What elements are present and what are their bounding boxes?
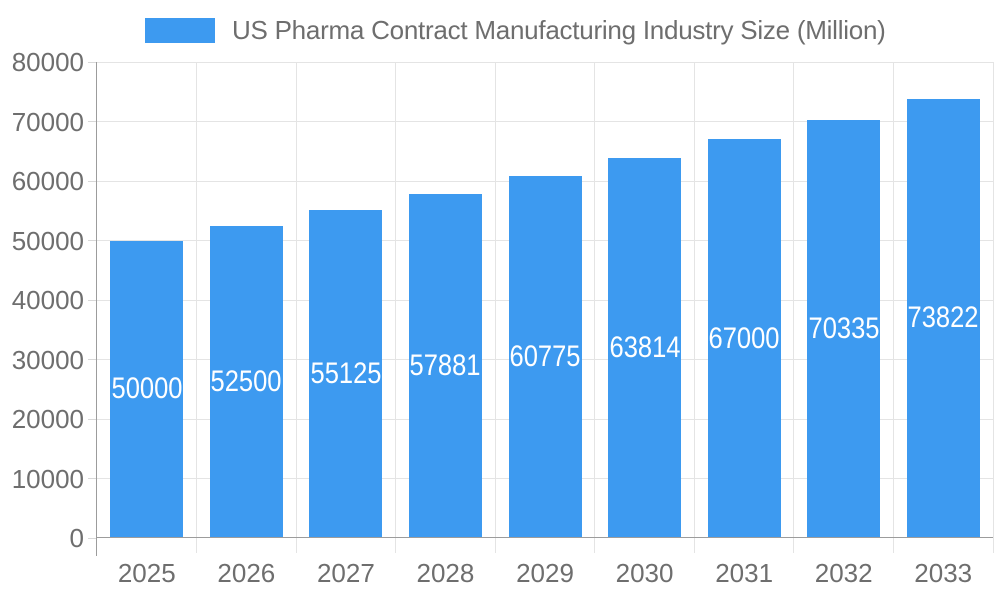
y-axis-tick bbox=[88, 180, 97, 182]
bar-2025[interactable] bbox=[110, 240, 184, 538]
y-axis-tick bbox=[88, 121, 97, 122]
bar-2026[interactable] bbox=[209, 225, 283, 538]
bar-value-label: 57881 bbox=[409, 348, 481, 382]
bar-value-label: 70335 bbox=[808, 311, 880, 345]
y-axis-tick bbox=[88, 299, 97, 301]
bar-2028[interactable] bbox=[408, 193, 482, 538]
h-gridline bbox=[97, 121, 993, 122]
x-tick-label-2028: 2028 bbox=[416, 558, 475, 588]
x-tick-label-2031: 2031 bbox=[715, 558, 774, 588]
y-tick-label: 20000 bbox=[11, 404, 84, 434]
y-axis-tick bbox=[88, 478, 97, 479]
bar-value-label: 50000 bbox=[111, 372, 183, 406]
legend-swatch bbox=[145, 17, 215, 43]
x-tick-label-2030: 2030 bbox=[615, 558, 674, 588]
bar-value-label: 60775 bbox=[509, 340, 581, 374]
x-tick-label-2025: 2025 bbox=[117, 558, 176, 588]
y-tick-label: 50000 bbox=[11, 225, 84, 256]
y-axis-tick bbox=[88, 61, 97, 63]
v-gridline bbox=[793, 62, 795, 553]
y-tick-label: 40000 bbox=[11, 285, 84, 315]
bar-2033[interactable] bbox=[906, 98, 980, 538]
bar-2030[interactable] bbox=[608, 158, 682, 538]
bar-2029[interactable] bbox=[508, 176, 582, 538]
bar-value-label: 73822 bbox=[907, 301, 979, 335]
bar-value-label: 55125 bbox=[310, 357, 382, 390]
chart-legend[interactable]: US Pharma Contract Manufacturing Industr… bbox=[145, 14, 886, 45]
y-tick-label: 30000 bbox=[11, 344, 84, 375]
x-tick-label-2026: 2026 bbox=[217, 558, 276, 588]
y-tick-label: 80000 bbox=[11, 47, 84, 77]
x-tick-label-2027: 2027 bbox=[316, 558, 375, 588]
v-gridline bbox=[494, 62, 496, 553]
bar-value-label: 67000 bbox=[708, 321, 780, 355]
bar-2032[interactable] bbox=[807, 119, 881, 538]
v-gridline bbox=[693, 62, 695, 553]
y-tick-label: 0 bbox=[69, 523, 84, 553]
chart-title: US Pharma Contract Manufacturing Industr… bbox=[232, 14, 886, 45]
y-axis-tick bbox=[88, 359, 97, 360]
v-gridline bbox=[295, 62, 297, 553]
x-tick-label-2032: 2032 bbox=[814, 558, 873, 588]
bar-value-label: 52500 bbox=[210, 364, 282, 398]
bar-2031[interactable] bbox=[707, 139, 781, 538]
h-gridline bbox=[97, 61, 993, 63]
v-gridline bbox=[196, 62, 198, 553]
y-tick-label: 10000 bbox=[11, 463, 84, 494]
y-axis-line bbox=[96, 62, 97, 556]
y-axis-tick bbox=[88, 537, 97, 539]
x-tick-label-2033: 2033 bbox=[914, 558, 973, 588]
v-gridline bbox=[395, 62, 397, 553]
y-axis-tick bbox=[88, 418, 97, 420]
bar-2027[interactable] bbox=[309, 210, 383, 538]
v-gridline bbox=[892, 62, 894, 553]
x-tick-label-2029: 2029 bbox=[516, 558, 574, 588]
y-tick-label: 60000 bbox=[11, 166, 84, 196]
y-axis-tick bbox=[88, 240, 97, 241]
x-axis-line bbox=[96, 537, 993, 538]
bar-value-label: 63814 bbox=[609, 331, 681, 365]
v-gridline bbox=[992, 62, 994, 553]
y-tick-label: 70000 bbox=[11, 106, 84, 137]
v-gridline bbox=[594, 62, 596, 553]
